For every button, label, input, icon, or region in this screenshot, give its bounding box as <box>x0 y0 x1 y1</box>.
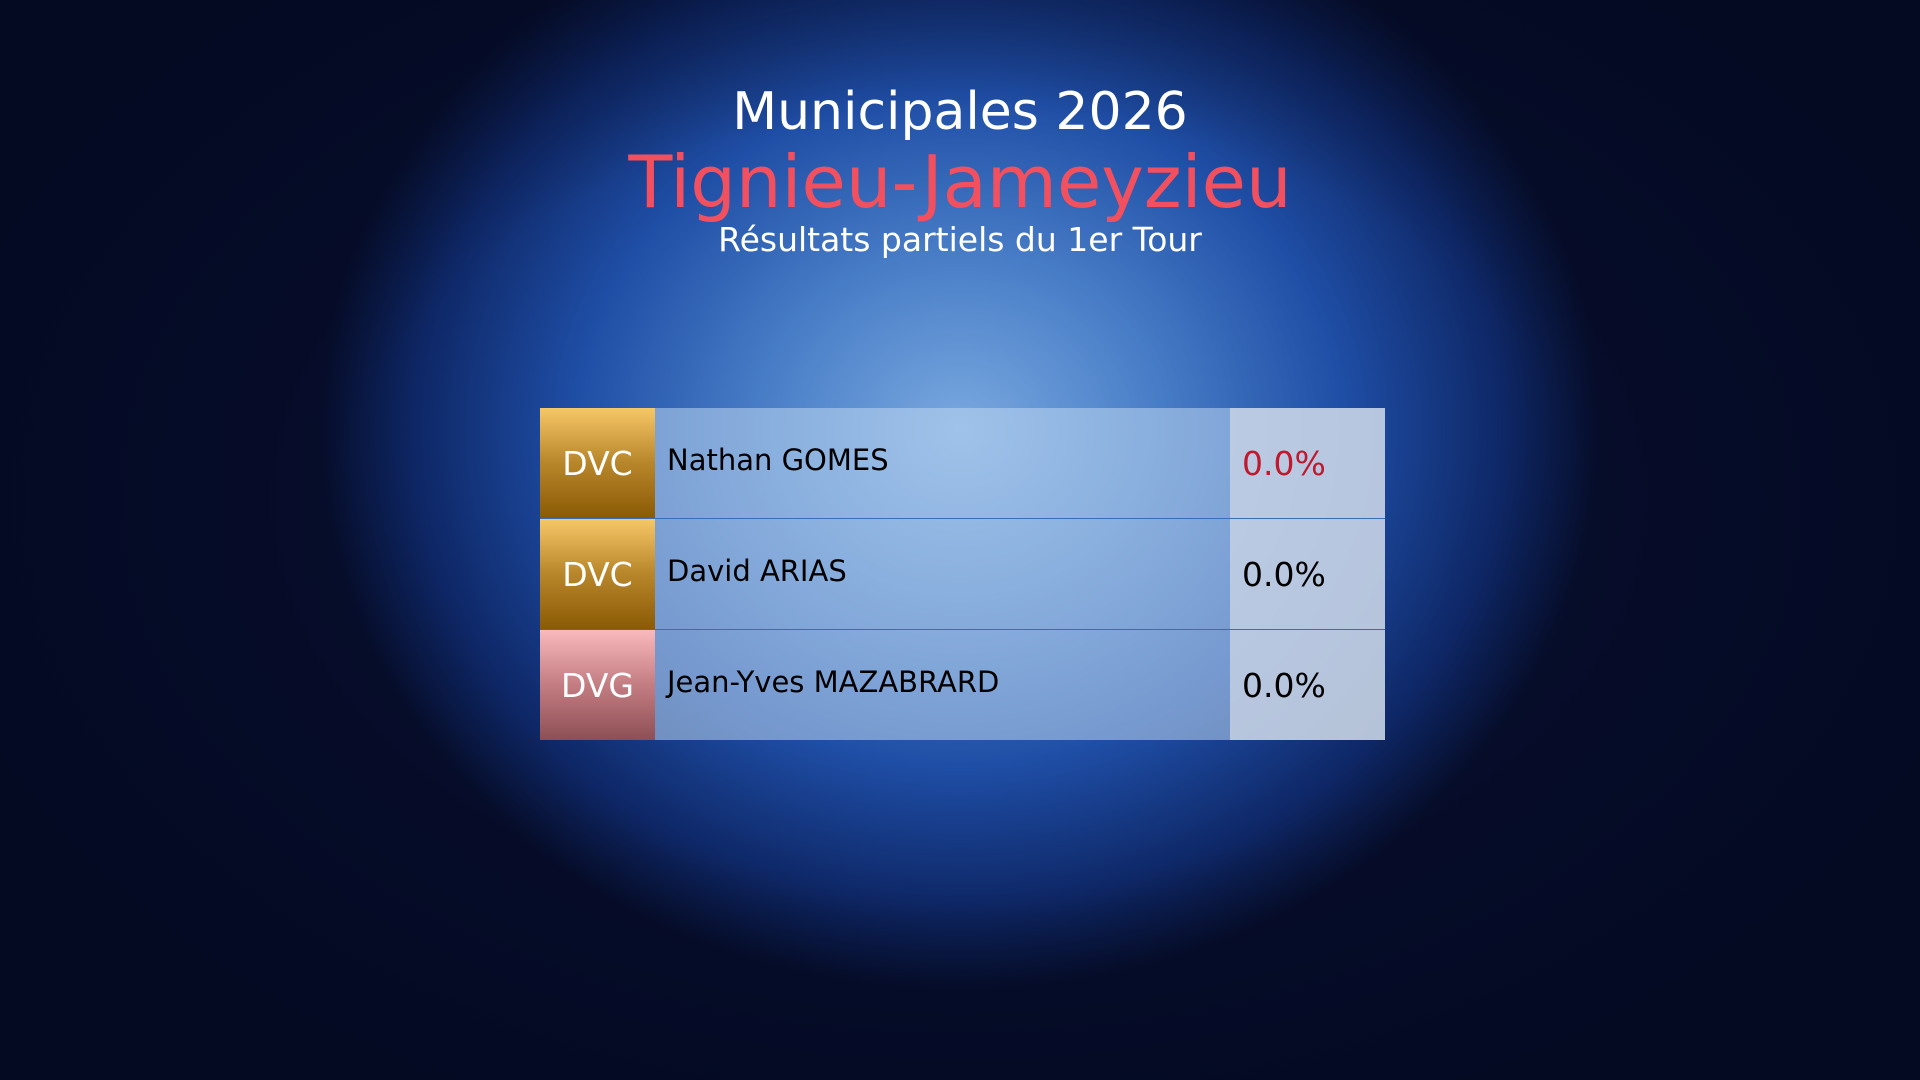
vote-percent: 0.0% <box>1230 408 1385 518</box>
result-row: DVC David ARIAS 0.0% <box>540 519 1385 630</box>
candidate-name: David ARIAS <box>667 554 847 588</box>
party-badge: DVG <box>540 630 655 740</box>
city-name: Tignieu-Jameyzieu <box>628 140 1292 224</box>
party-badge: DVC <box>540 519 655 629</box>
candidate-name: Jean-Yves MAZABRARD <box>667 665 1000 699</box>
page-title: Municipales 2026 <box>732 82 1188 142</box>
vote-percent: 0.0% <box>1230 630 1385 740</box>
result-row: DVG Jean-Yves MAZABRARD 0.0% <box>540 630 1385 740</box>
subtitle: Résultats partiels du 1er Tour <box>718 220 1202 259</box>
results-table: DVC Nathan GOMES 0.0% DVC David ARIAS 0.… <box>540 408 1385 740</box>
result-row: DVC Nathan GOMES 0.0% <box>540 408 1385 519</box>
vote-percent: 0.0% <box>1230 519 1385 629</box>
party-badge: DVC <box>540 408 655 518</box>
candidate-name: Nathan GOMES <box>667 443 889 477</box>
